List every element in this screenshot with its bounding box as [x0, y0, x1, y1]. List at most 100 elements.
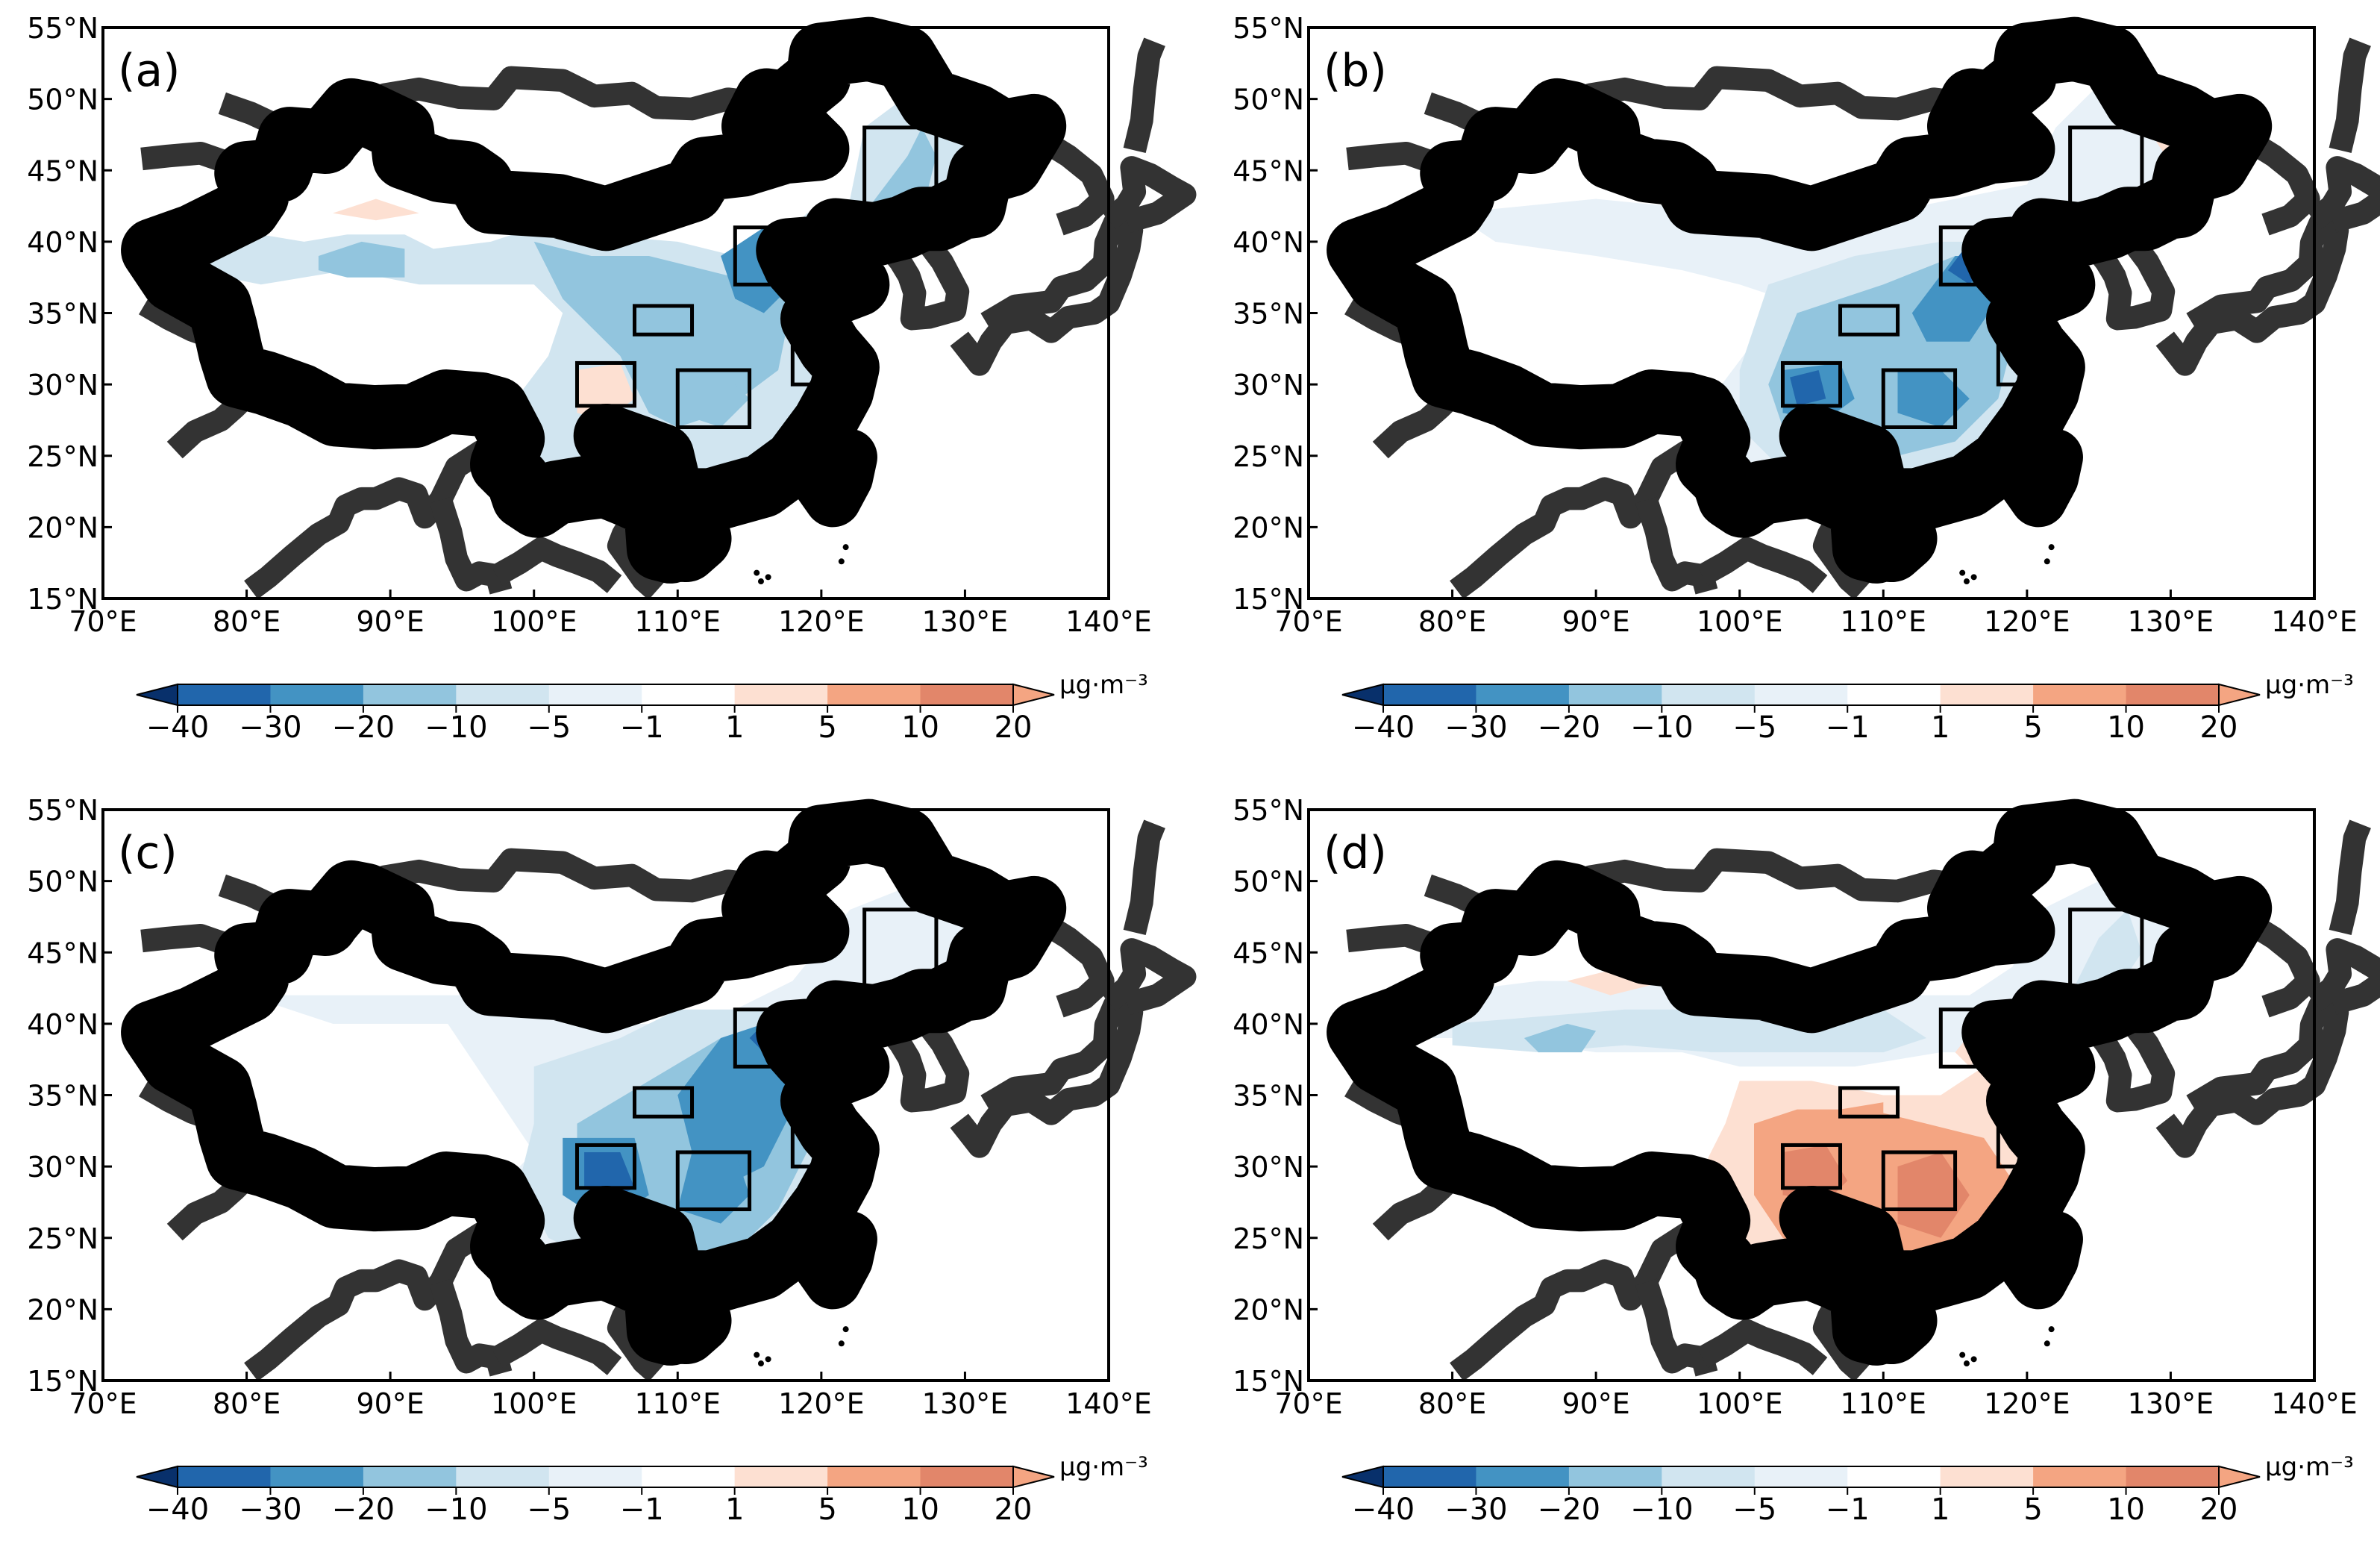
colorbar: −40 −30 −20 −10 −5 −1 1 5 10 20 μg·m⁻³ — [1341, 1452, 2354, 1527]
taiwan-outline — [2029, 1237, 2055, 1281]
region-box-yangtze-delta — [1996, 340, 2058, 387]
lat-tick-label: 40°N — [27, 226, 98, 259]
region-box-sichuan — [1780, 1143, 1843, 1190]
colorbar-unit: μg·m⁻³ — [1059, 670, 1148, 700]
panel-label: (c) — [118, 827, 178, 879]
lat-tick-label: 35°N — [1233, 1080, 1304, 1113]
lat-tick-label: 55°N — [27, 794, 98, 827]
colorbar-tick-label: −1 — [620, 1493, 664, 1527]
lat-tick-label: 35°N — [1233, 298, 1304, 331]
region-box-pearl-delta — [1903, 468, 1958, 508]
lat-tick-label: 15°N — [27, 1365, 98, 1398]
island-dot — [765, 574, 771, 581]
colorbar-segment — [1476, 684, 1570, 705]
taiwan-outline — [823, 1237, 849, 1281]
lon-tick-label: 70°E — [69, 1387, 137, 1420]
region-box-fenwei — [1838, 304, 1900, 337]
colorbar-frame — [177, 684, 1014, 706]
colorbar-tick-label: 1 — [1931, 710, 1950, 745]
lat-tick-label: 25°N — [27, 1222, 98, 1255]
colorbar-tick-label: −1 — [1826, 710, 1870, 745]
island-dot — [838, 1340, 845, 1347]
island-dot — [754, 569, 760, 576]
colorbar-segment — [2126, 1466, 2220, 1487]
lat-tick-label: 25°N — [1233, 440, 1304, 473]
panel-b: 15°N 20°N 25°N 30°N 35°N 40°N 45°N 50°N 55°N 70°E… — [1233, 12, 2380, 745]
lat-tick-label: 15°N — [27, 583, 98, 616]
contour-region — [677, 370, 750, 428]
colorbar-tick-label: −5 — [1732, 1493, 1776, 1527]
island-dot — [1970, 1356, 1977, 1363]
region-box-yangtze-delta — [1996, 1122, 2058, 1169]
region-box-central — [1881, 1150, 1958, 1211]
colorbar-unit: μg·m⁻³ — [1059, 1452, 1148, 1482]
colorbar-segment — [270, 684, 364, 705]
contour-region — [333, 199, 419, 221]
colorbar-segment — [2033, 1466, 2127, 1487]
colorbar-tick-label: 10 — [2107, 710, 2145, 745]
island-dot — [754, 1351, 760, 1358]
lat-tick-label: 15°N — [1233, 583, 1304, 616]
colorbar-segment — [1847, 1466, 1941, 1487]
colorbar-tick-label: 5 — [2023, 1493, 2042, 1527]
colorbar-segment — [1662, 684, 1756, 705]
colorbar-tick-label: −20 — [1538, 710, 1600, 745]
lat-tick-label: 30°N — [1233, 369, 1304, 401]
colorbar-tick-label: 1 — [1931, 1493, 1950, 1527]
colorbar-tick-label: −10 — [425, 710, 487, 745]
lat-tick-label: 30°N — [1233, 1151, 1304, 1184]
colorbar-segment — [642, 1466, 736, 1487]
colorbar: −40 −30 −20 −10 −5 −1 1 5 10 20 μg·m⁻³ — [136, 1452, 1148, 1527]
colorbar-segment — [1383, 1466, 1476, 1487]
contour-region — [677, 1023, 793, 1181]
region-box-central — [675, 1150, 752, 1211]
island-dot — [838, 558, 845, 565]
colorbar-tick-label: −10 — [1630, 710, 1693, 745]
panel-d: 15°N 20°N 25°N 30°N 35°N 40°N 45°N 50°N 55°N 70°E… — [1233, 794, 2380, 1527]
lon-tick-label: 90°E — [356, 1387, 424, 1420]
lat-tick-label: 20°N — [27, 511, 98, 544]
colorbar-tick-label: −1 — [620, 710, 664, 745]
lat-tick-label: 55°N — [1233, 12, 1304, 45]
lon-tick-label: 130°E — [2128, 605, 2214, 638]
border-line — [1135, 824, 1155, 932]
lon-tick-label: 70°E — [1274, 605, 1342, 638]
lat-tick-label: 55°N — [1233, 794, 1304, 827]
panel-label: (a) — [118, 45, 181, 97]
lat-tick-label: 25°N — [1233, 1222, 1304, 1255]
colorbar-under-arrow — [1341, 1465, 1384, 1489]
region-box-northeast — [862, 907, 939, 1012]
region-box-pearl-delta — [1903, 1250, 1958, 1290]
colorbar-segment — [1754, 1466, 1848, 1487]
colorbar-tick-label: 5 — [818, 710, 836, 745]
region-box-sichuan — [574, 1143, 637, 1190]
region-box-sichuan — [1780, 360, 1843, 408]
lon-tick-label: 110°E — [1841, 605, 1927, 638]
colorbar-tick-label: 10 — [901, 1493, 939, 1527]
colorbar-segment — [363, 684, 457, 705]
colorbar-segment — [920, 684, 1014, 705]
lon-tick-label: 100°E — [491, 1387, 577, 1420]
colorbar-segment — [1662, 1466, 1756, 1487]
region-box-central — [675, 368, 752, 429]
colorbar-under-arrow — [136, 1465, 178, 1489]
colorbar-tick-label: 20 — [2200, 710, 2238, 745]
colorbar-segment — [734, 684, 828, 705]
lat-tick-label: 40°N — [1233, 226, 1304, 259]
contour-region — [1523, 1023, 1597, 1053]
region-box-central — [1881, 368, 1958, 429]
region-box-fenwei — [633, 1086, 695, 1119]
lon-tick-label: 140°E — [1065, 605, 1152, 638]
lat-tick-label: 35°N — [27, 1080, 98, 1113]
island-dot — [2044, 558, 2050, 565]
colorbar-tick-label: −20 — [332, 710, 395, 745]
colorbar-tick-label: −30 — [1444, 1493, 1507, 1527]
hainan-outline — [657, 1307, 692, 1333]
contour-region — [1897, 370, 1970, 428]
colorbar-segment — [827, 1466, 921, 1487]
colorbar-tick-label: −10 — [425, 1493, 487, 1527]
contour-region — [1790, 370, 1826, 406]
colorbar: −40 −30 −20 −10 −5 −1 1 5 10 20 μg·m⁻³ — [136, 670, 1148, 745]
island-dot — [1963, 1360, 1970, 1367]
lon-tick-label: 110°E — [635, 1387, 721, 1420]
